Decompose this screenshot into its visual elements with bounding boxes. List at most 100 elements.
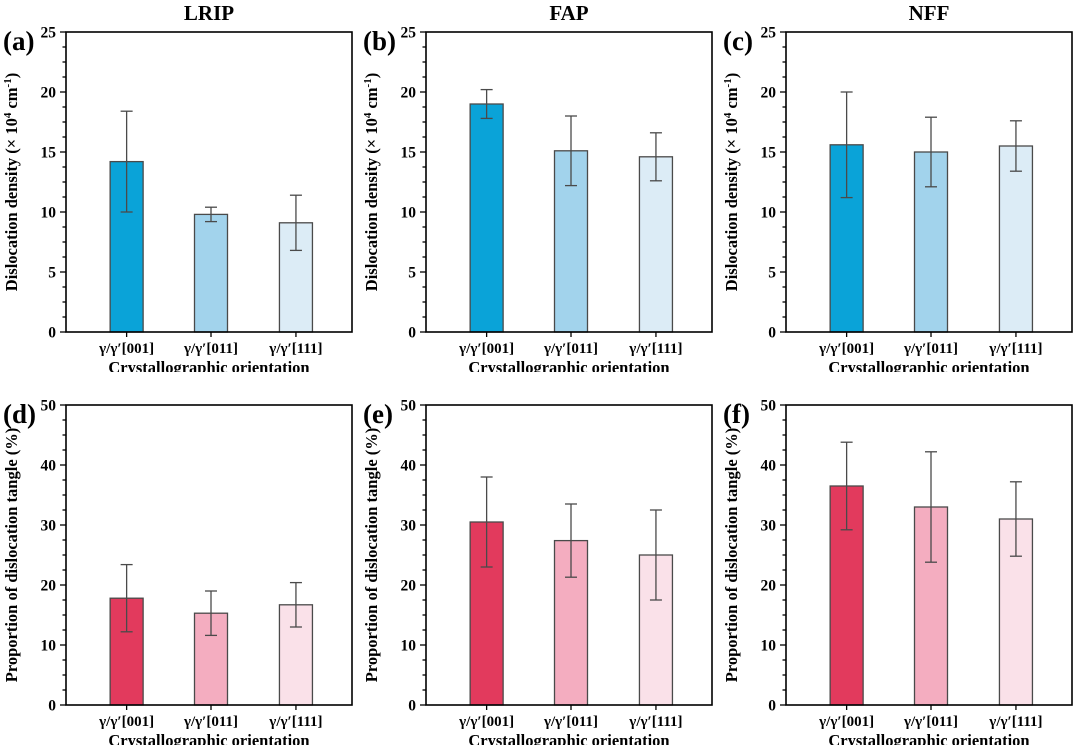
chart-dislocation-tangle-nff: 0 10 20 30 40 50 γ/γ′[001] γ/γ′[011] γ/γ′[111]Cr… [722, 398, 1073, 745]
error-bar [289, 194, 302, 252]
x-tick-label: γ/γ′[001] [818, 341, 874, 357]
x-tick-label: γ/γ′[001] [98, 714, 154, 730]
y-tick-label: 50 [41, 398, 57, 415]
y-tick-label: 30 [41, 518, 57, 535]
y-tick-label: 10 [401, 205, 417, 222]
y-tick-label: 10 [761, 205, 777, 222]
y-axis-label: Proportion of dislocation tangle (%) [722, 428, 741, 683]
y-tick-label: 20 [401, 85, 417, 102]
x-tick-label: γ/γ′[111] [268, 714, 322, 730]
x-tick-label: γ/γ′[001] [458, 341, 514, 357]
error-bar [840, 91, 853, 199]
x-tick-label: γ/γ′[001] [458, 714, 514, 730]
y-tick-label: 50 [761, 398, 777, 415]
y-axis-ticks [60, 404, 66, 706]
y-tick-label: 0 [48, 698, 56, 715]
error-bar [480, 88, 493, 120]
x-tick-label: γ/γ′[111] [988, 714, 1042, 730]
bar-b-2 [638, 156, 674, 333]
x-tick-label: γ/γ′[011] [183, 714, 238, 730]
y-tick-label: 15 [401, 145, 417, 162]
panel-letter: (d) [3, 399, 36, 429]
error-bar [840, 441, 853, 531]
panel-letter: (f) [723, 399, 750, 429]
x-tick-label: γ/γ′[011] [543, 341, 598, 357]
x-tick-label: γ/γ′[111] [268, 341, 322, 357]
panel-letter: (c) [723, 26, 753, 56]
y-axis-ticks [420, 31, 426, 333]
x-axis-label: Crystallographic orientation [468, 731, 669, 745]
y-tick-label: 20 [41, 85, 57, 102]
y-tick-label: 25 [41, 25, 57, 42]
error-bar [289, 581, 302, 628]
y-tick-label: 10 [41, 205, 57, 222]
x-axis-label: Crystallographic orientation [828, 731, 1029, 745]
y-tick-label: 5 [48, 265, 56, 282]
y-tick-label: 0 [48, 325, 56, 342]
bar-c-2 [998, 145, 1034, 333]
x-axis-label: Crystallographic orientation [108, 358, 309, 372]
panel-a: 0 5 10 15 20 25 γ/γ′[001] γ/γ′[011] γ/γ′[111] Cry… [0, 0, 360, 373]
y-tick-label: 10 [41, 638, 57, 655]
error-bar [120, 110, 133, 213]
y-tick-label: 50 [401, 398, 417, 415]
panel-d: 0 10 20 30 40 50 γ/γ′[001] γ/γ′[011] γ/γ′[111] Cr… [0, 373, 360, 745]
y-tick-label: 20 [401, 578, 417, 595]
y-tick-label: 20 [41, 578, 57, 595]
error-bar [565, 503, 578, 578]
x-tick-label: γ/γ′[011] [903, 714, 958, 730]
x-axis-label: Crystallographic orientation [828, 358, 1029, 372]
chart-dislocation-density-lrip: 0 5 10 15 20 25 γ/γ′[001] γ/γ′[011] γ/γ′[111]Cry… [2, 1, 353, 372]
error-bar [480, 476, 493, 568]
panel-f: 0 10 20 30 40 50 γ/γ′[001] γ/γ′[011] γ/γ′[111] Cr… [720, 373, 1080, 745]
y-axis-label: Proportion of dislocation tangle (%) [2, 428, 21, 683]
panel-title: FAP [549, 1, 588, 25]
error-bar [649, 509, 662, 601]
y-tick-label: 15 [761, 145, 777, 162]
y-tick-label: 0 [768, 698, 776, 715]
y-axis-ticks [60, 31, 66, 333]
y-tick-label: 15 [41, 145, 57, 162]
y-tick-label: 10 [761, 638, 777, 655]
y-tick-label: 10 [401, 638, 417, 655]
chart-dislocation-tangle-fap: 0 10 20 30 40 50 γ/γ′[001] γ/γ′[011] γ/γ′[111]Cr… [362, 398, 713, 745]
panel-b: 0 5 10 15 20 25 γ/γ′[001] γ/γ′[011] γ/γ′[111] Cry… [360, 0, 720, 373]
chart-dislocation-density-nff: 0 5 10 15 20 25 γ/γ′[001] γ/γ′[011] γ/γ′[111]Cry… [722, 1, 1073, 372]
x-axis-label: Crystallographic orientation [468, 358, 669, 372]
x-tick-label: γ/γ′[011] [903, 341, 958, 357]
y-tick-label: 40 [761, 458, 777, 475]
bar-a-1 [193, 213, 229, 333]
y-axis-ticks [420, 404, 426, 706]
y-axis-ticks [780, 404, 786, 706]
error-bar [1009, 120, 1022, 172]
y-tick-label: 0 [408, 325, 416, 342]
error-bar [925, 451, 938, 563]
y-tick-label: 5 [768, 265, 776, 282]
x-axis-label: Crystallographic orientation [108, 731, 309, 745]
y-tick-label: 20 [761, 578, 777, 595]
x-tick-label: γ/γ′[001] [818, 714, 874, 730]
y-tick-label: 25 [761, 25, 777, 42]
y-tick-label: 25 [401, 25, 417, 42]
panel-c: 0 5 10 15 20 25 γ/γ′[001] γ/γ′[011] γ/γ′[111] Cry… [720, 0, 1080, 373]
y-axis-label: Dislocation density (× 104 cm-1) [722, 73, 741, 291]
error-bar [205, 590, 218, 637]
error-bar [205, 206, 218, 223]
panel-letter: (a) [3, 26, 34, 56]
chart-dislocation-density-fap: 0 5 10 15 20 25 γ/γ′[001] γ/γ′[011] γ/γ′[111]Cry… [362, 1, 713, 372]
y-tick-label: 0 [408, 698, 416, 715]
y-axis-label: Proportion of dislocation tangle (%) [362, 428, 381, 683]
x-tick-label: γ/γ′[011] [543, 714, 598, 730]
y-tick-label: 5 [408, 265, 416, 282]
y-tick-label: 40 [41, 458, 57, 475]
panel-title: LRIP [184, 1, 234, 25]
y-tick-label: 20 [761, 85, 777, 102]
panel-letter: (e) [363, 399, 393, 429]
y-axis-label: Dislocation density (× 104 cm-1) [2, 73, 21, 291]
panel-title: NFF [909, 1, 950, 25]
x-tick-label: γ/γ′[001] [98, 341, 154, 357]
x-tick-label: γ/γ′[111] [628, 341, 682, 357]
chart-dislocation-tangle-lrip: 0 10 20 30 40 50 γ/γ′[001] γ/γ′[011] γ/γ′[111]Cr… [2, 398, 353, 745]
y-axis-label: Dislocation density (× 104 cm-1) [362, 73, 381, 291]
